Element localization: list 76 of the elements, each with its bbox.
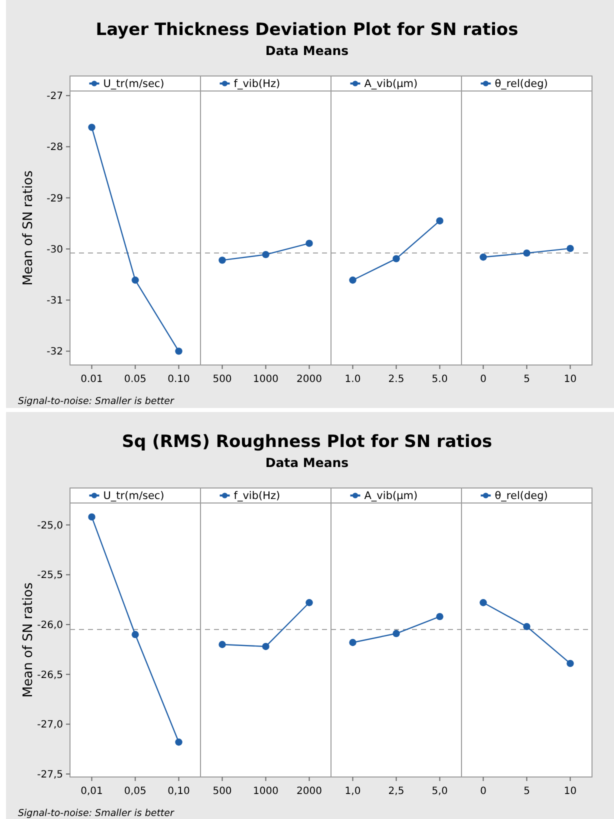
y-axis-title: Mean of SN ratios bbox=[21, 582, 36, 698]
x-tick-label: 0,01 bbox=[80, 786, 103, 797]
x-tick-label: 500 bbox=[212, 374, 232, 385]
x-tick-label: 2.5 bbox=[388, 374, 404, 385]
point bbox=[88, 124, 96, 131]
x-tick-label: 0.10 bbox=[168, 374, 190, 385]
x-tick-label: 0.05 bbox=[124, 374, 146, 385]
point bbox=[523, 249, 530, 257]
x-tick-label: 5,0 bbox=[432, 786, 448, 797]
x-tick-label: 2000 bbox=[296, 374, 322, 385]
point bbox=[349, 638, 356, 646]
legend-label: θ_rel(deg) bbox=[494, 490, 548, 502]
legend-label: θ_rel(deg) bbox=[494, 78, 548, 90]
y-tick-label: -27,0 bbox=[37, 720, 63, 731]
legend-label: A_vib(µm) bbox=[364, 78, 418, 90]
point bbox=[436, 612, 444, 620]
text: Signal-to-noise: Smaller is better bbox=[18, 396, 175, 407]
point bbox=[262, 250, 270, 258]
point bbox=[566, 660, 574, 668]
x-tick-label: 1000 bbox=[253, 374, 278, 385]
point bbox=[436, 217, 444, 224]
point bbox=[132, 630, 139, 638]
x-tick-label: 0.01 bbox=[80, 374, 103, 385]
point bbox=[218, 640, 226, 648]
y-tick-label: -26,5 bbox=[37, 670, 63, 681]
text: Signal-to-noise: Smaller is better bbox=[18, 808, 175, 819]
y-tick-label: -27 bbox=[46, 91, 63, 102]
y-tick-label: -32 bbox=[46, 346, 63, 358]
point bbox=[306, 599, 313, 606]
chart-title: Layer Thickness Deviation Plot for SN ratios bbox=[96, 20, 518, 40]
chart-title: Sq (RMS) Roughness Plot for SN ratios bbox=[122, 432, 492, 452]
x-tick-label: 2,5 bbox=[388, 786, 404, 797]
point bbox=[566, 244, 574, 252]
y-tick-label: -25,5 bbox=[37, 570, 63, 582]
y-tick-label: -28 bbox=[46, 142, 63, 154]
legend-label: U_tr(m/sec) bbox=[103, 490, 164, 502]
x-tick-label: 1000 bbox=[253, 786, 278, 797]
point bbox=[175, 738, 182, 746]
x-tick-label: 2000 bbox=[296, 786, 322, 797]
chart-subtitle: Data Means bbox=[265, 43, 349, 58]
x-tick-label: 1,0 bbox=[344, 786, 361, 797]
point bbox=[132, 276, 139, 284]
point bbox=[392, 630, 400, 638]
legend-label: f_vib(Hz) bbox=[234, 490, 280, 502]
point bbox=[349, 276, 356, 284]
point bbox=[218, 256, 226, 264]
y-tick-label: -31 bbox=[46, 296, 63, 307]
y-tick-label: -26,0 bbox=[37, 620, 63, 632]
point bbox=[392, 255, 400, 262]
x-tick-label: 0 bbox=[480, 786, 486, 797]
x-tick-label: 1.0 bbox=[344, 374, 361, 385]
point bbox=[306, 240, 313, 247]
chart-subtitle: Data Means bbox=[265, 455, 349, 470]
x-tick-label: 0,10 bbox=[168, 786, 190, 797]
x-tick-label: 500 bbox=[212, 786, 232, 797]
x-tick-label: 5 bbox=[524, 786, 530, 797]
x-tick-label: 10 bbox=[564, 786, 577, 797]
legend-label: A_vib(µm) bbox=[364, 490, 418, 502]
y-axis-title: Mean of SN ratios bbox=[21, 170, 36, 286]
y-tick-label: -25,0 bbox=[37, 520, 63, 532]
x-tick-label: 0 bbox=[480, 374, 486, 385]
x-tick-label: 5 bbox=[524, 374, 530, 385]
x-tick-label: 10 bbox=[564, 374, 577, 385]
y-tick-label: -30 bbox=[46, 244, 63, 256]
legend-label: U_tr(m/sec) bbox=[103, 78, 164, 90]
point bbox=[88, 513, 96, 521]
x-tick-label: 5.0 bbox=[432, 374, 448, 385]
point bbox=[175, 348, 182, 355]
y-tick-label: -27,5 bbox=[37, 770, 63, 781]
point bbox=[523, 622, 530, 630]
legend-label: f_vib(Hz) bbox=[234, 78, 280, 90]
point bbox=[480, 599, 487, 606]
x-tick-label: 0,05 bbox=[124, 786, 146, 797]
point bbox=[262, 642, 270, 650]
point bbox=[480, 254, 487, 261]
y-tick-label: -29 bbox=[46, 193, 63, 204]
